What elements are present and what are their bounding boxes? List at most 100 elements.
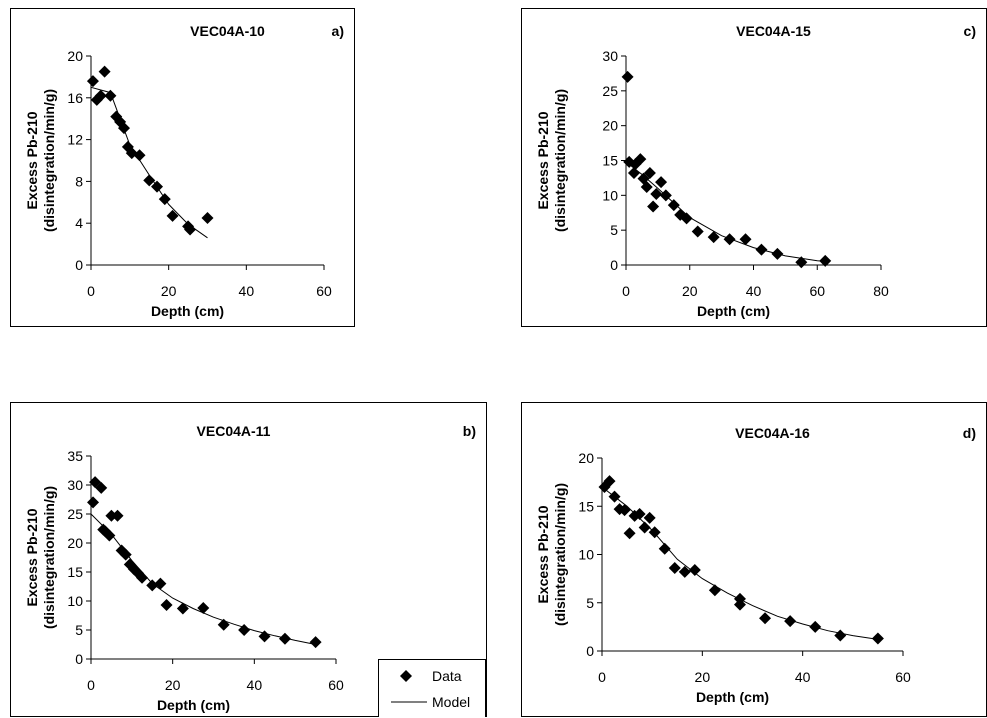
y-tick-label: 25 (67, 506, 83, 522)
data-point-d (678, 565, 691, 578)
data-point-a (184, 223, 197, 236)
data-point-c (819, 254, 832, 267)
data-point-c (634, 153, 647, 166)
chart-title-c: VEC04A-15 (736, 23, 811, 39)
y-tick-label: 15 (602, 153, 618, 169)
chart-title-a: VEC04A-10 (190, 23, 265, 39)
y-axis-label2-d: (disintegration/min/g) (552, 483, 568, 626)
x-axis-label-a: Depth (cm) (151, 303, 224, 319)
panel-label-c: c) (964, 23, 976, 39)
model-line-b (90, 513, 316, 645)
x-axis-label-d: Depth (cm) (696, 689, 769, 705)
data-point-d (603, 475, 616, 488)
data-point-b (105, 509, 118, 522)
y-tick-label: 10 (67, 593, 83, 609)
data-point-a (98, 65, 111, 78)
y-axis-label2-a: (disintegration/min/g) (41, 89, 57, 232)
y-axis-label2-c: (disintegration/min/g) (552, 89, 568, 232)
panel-label-a: a) (332, 23, 344, 39)
y-tick-label: 35 (67, 448, 83, 464)
data-point-b (95, 481, 108, 494)
y-tick-label: 10 (578, 547, 594, 563)
legend-data-label: Data (432, 668, 462, 684)
data-point-b (258, 630, 271, 643)
data-point-a (104, 89, 117, 102)
chart-panel-b: VEC04A-11 b) 0 5 10 15 20 25 30 35 0 20 40 60 Depth (c… (10, 402, 487, 717)
data-point-d (618, 504, 631, 517)
data-point-a (166, 209, 179, 222)
data-point-a (151, 180, 164, 193)
data-point-d (648, 526, 661, 539)
data-point-d (628, 509, 641, 522)
y-axis-label-a: Excess Pb-210 (24, 111, 40, 209)
y-tick-label: 15 (67, 564, 83, 580)
chart-svg-b: VEC04A-11 b) 0 5 10 15 20 25 30 35 0 20 40 60 Depth (c… (24, 423, 476, 713)
data-point-b (131, 567, 144, 580)
data-point-c (621, 70, 634, 83)
data-point-a (94, 89, 107, 102)
data-point-d (809, 620, 822, 633)
y-tick-label: 15 (578, 498, 594, 514)
y-axis-label-d: Excess Pb-210 (535, 505, 551, 603)
data-point-b (309, 636, 322, 649)
chart-panel-d: VEC04A-16 d) 0 5 10 15 20 0 20 40 60 Depth (cm) Exce… (521, 402, 987, 717)
chart-panel-c: VEC04A-15 c) 0 5 10 15 20 25 30 0 20 40 60 80 Depth (c… (521, 8, 987, 327)
y-tick-label: 20 (67, 535, 83, 551)
data-point-b (111, 509, 124, 522)
data-point-c (655, 176, 668, 189)
data-point-c (659, 189, 672, 202)
data-point-b (176, 602, 189, 615)
data-point-c (739, 233, 752, 246)
y-tick-label: 25 (602, 83, 618, 99)
data-point-d (608, 490, 621, 503)
chart-title-d: VEC04A-16 (735, 425, 810, 441)
x-tick-label: 20 (165, 677, 181, 693)
data-point-d (688, 563, 701, 576)
y-tick-label: 30 (67, 477, 83, 493)
y-tick-label: 30 (602, 48, 618, 64)
x-tick-label: 40 (247, 677, 263, 693)
x-tick-label: 0 (87, 283, 95, 299)
data-point-c (795, 256, 808, 269)
chart-svg-d: VEC04A-16 d) 0 5 10 15 20 0 20 40 60 Depth (cm) Exce… (535, 425, 976, 705)
data-point-d (643, 511, 656, 524)
x-tick-label: 0 (622, 283, 630, 299)
model-line-c (625, 161, 827, 262)
data-point-d (733, 598, 746, 611)
x-tick-label: 60 (328, 677, 344, 693)
y-tick-label: 5 (586, 595, 594, 611)
legend-data-marker (400, 670, 412, 682)
x-tick-label: 20 (682, 283, 698, 299)
data-point-b (136, 571, 149, 584)
y-tick-label: 10 (602, 187, 618, 203)
y-tick-label: 5 (610, 222, 618, 238)
data-point-b (99, 525, 112, 538)
data-point-d (834, 629, 847, 642)
data-point-d (708, 584, 721, 597)
data-point-c (627, 167, 640, 180)
data-point-b (146, 579, 159, 592)
y-tick-label: 16 (67, 90, 83, 106)
data-point-c (667, 199, 680, 212)
x-tick-label: 60 (809, 283, 825, 299)
data-point-a (201, 211, 214, 224)
data-point-c (650, 187, 663, 200)
data-point-b (119, 548, 132, 561)
chart-panel-a: VEC04A-10 a) 0 4 8 12 16 20 0 20 40 60 Depth (cm) Exc… (10, 8, 355, 327)
y-tick-label: 20 (67, 48, 83, 64)
y-tick-label: 0 (75, 651, 83, 667)
data-point-c (640, 180, 653, 193)
data-point-b (278, 632, 291, 645)
data-point-a (158, 193, 171, 206)
x-tick-label: 0 (87, 677, 95, 693)
y-axis-label-b: Excess Pb-210 (24, 508, 40, 606)
legend-svg: Data Model (391, 668, 470, 710)
x-axis-label-c: Depth (cm) (697, 303, 770, 319)
data-point-d (658, 542, 671, 555)
data-point-c (680, 212, 693, 225)
model-line-a (90, 86, 208, 239)
y-tick-label: 0 (75, 257, 83, 273)
chart-svg-c: VEC04A-15 c) 0 5 10 15 20 25 30 0 20 40 60 80 Depth (c… (535, 23, 976, 319)
data-point-d (633, 507, 646, 520)
chart-legend: Data Model (378, 659, 486, 717)
